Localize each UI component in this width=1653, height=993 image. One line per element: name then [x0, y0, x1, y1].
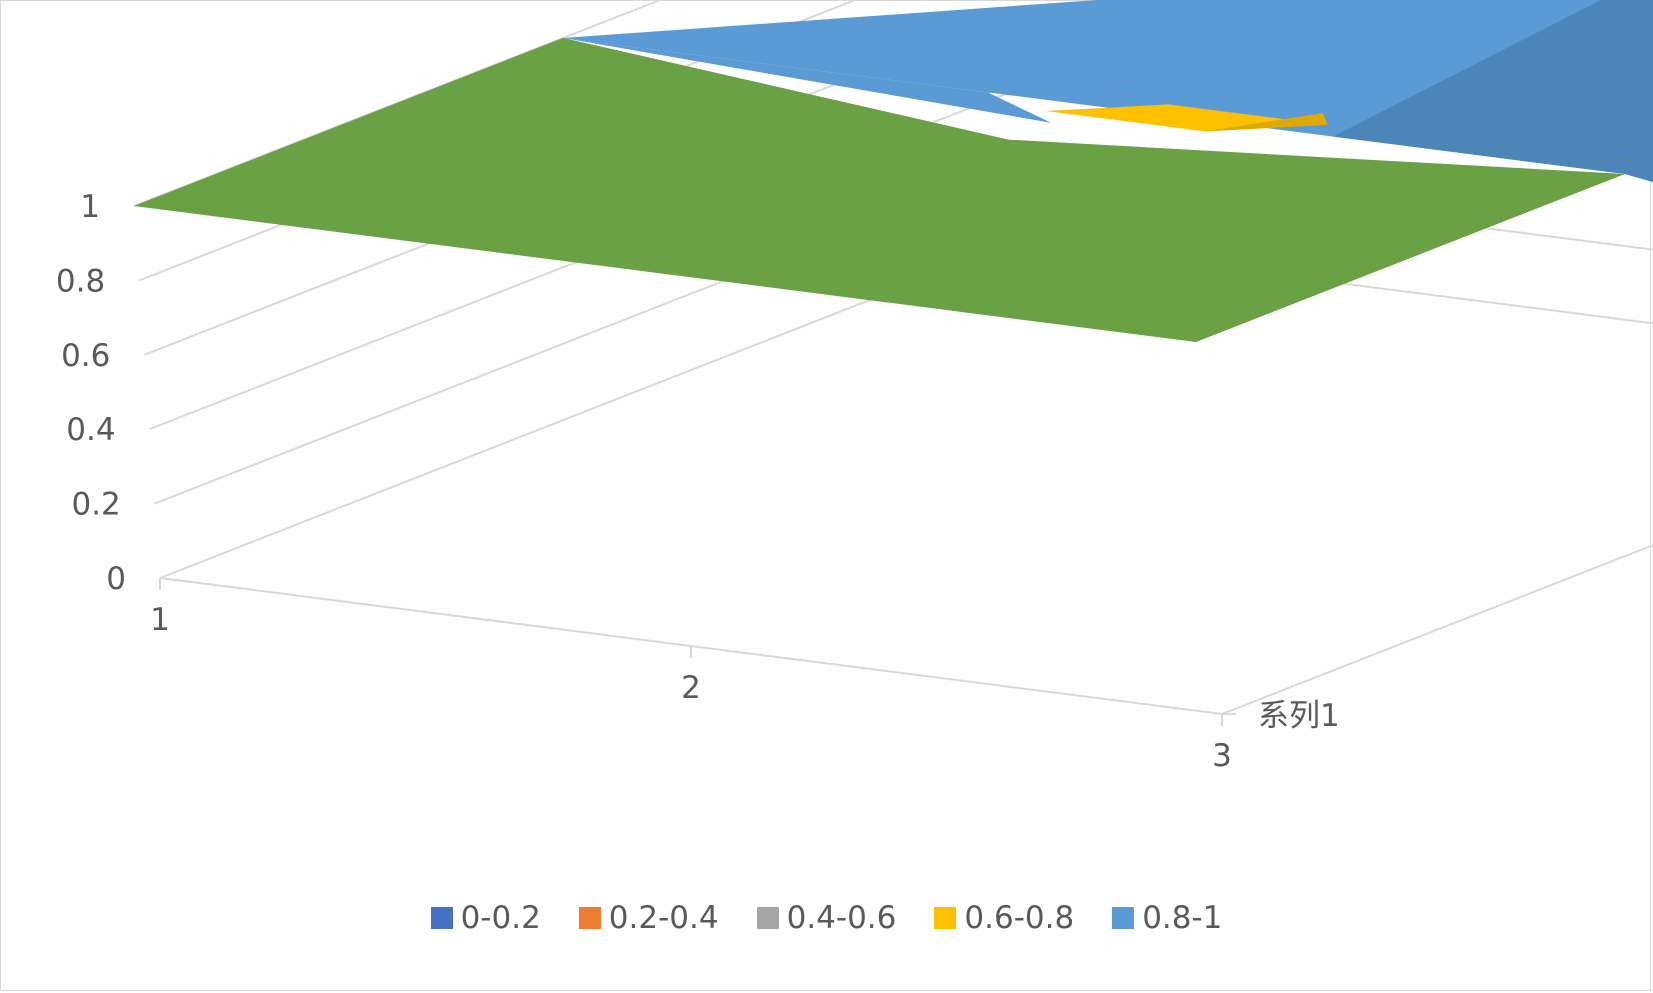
surface-face-front-left — [134, 38, 1009, 206]
x-tick-label: 2 — [681, 670, 701, 706]
legend-item: 0.2-0.4 — [578, 900, 719, 936]
legend-item: 0.4-0.6 — [756, 900, 897, 936]
legend-item: 0.8-1 — [1112, 900, 1222, 936]
z-tick-label: 0.6 — [61, 338, 110, 374]
legend-label: 0.6-0.8 — [964, 900, 1075, 936]
z-tick-label: 0.4 — [66, 412, 115, 448]
legend: 0-0.2 0.2-0.4 0.4-0.6 0.6-0.8 0.8-1 — [0, 900, 1653, 936]
z-tick-label: 1 — [80, 189, 100, 225]
legend-swatch — [934, 907, 957, 929]
surface-face-side — [1332, 0, 1653, 183]
legend-item: 0-0.2 — [430, 900, 541, 936]
x-tick-label: 1 — [150, 602, 170, 638]
surface — [134, 0, 1653, 342]
z-tick-label: 0.8 — [56, 263, 105, 299]
legend-item: 0.6-0.8 — [934, 900, 1074, 936]
legend-swatch — [1112, 907, 1135, 929]
legend-swatch — [578, 907, 601, 929]
series-tick-label: 系列1 — [1258, 698, 1340, 734]
legend-swatch — [430, 907, 453, 929]
x-tick-label: 3 — [1212, 738, 1232, 774]
legend-label: 0-0.2 — [460, 900, 541, 936]
z-tick-label: 0.2 — [71, 487, 120, 523]
surface-face-mid-side — [1205, 113, 1328, 132]
legend-label: 0.4-0.6 — [786, 900, 897, 936]
z-tick-label: 0 — [106, 561, 126, 597]
tick-labels: 00.20.40.60.81123系列1系列2系列3 — [56, 189, 1340, 774]
legend-label: 0.8-1 — [1142, 900, 1223, 936]
axes — [159, 544, 1653, 726]
legend-label: 0.2-0.4 — [608, 900, 719, 936]
series-axis-line — [1221, 544, 1653, 715]
surface-face-top-left — [563, 38, 1052, 123]
legend-swatch — [756, 907, 779, 929]
